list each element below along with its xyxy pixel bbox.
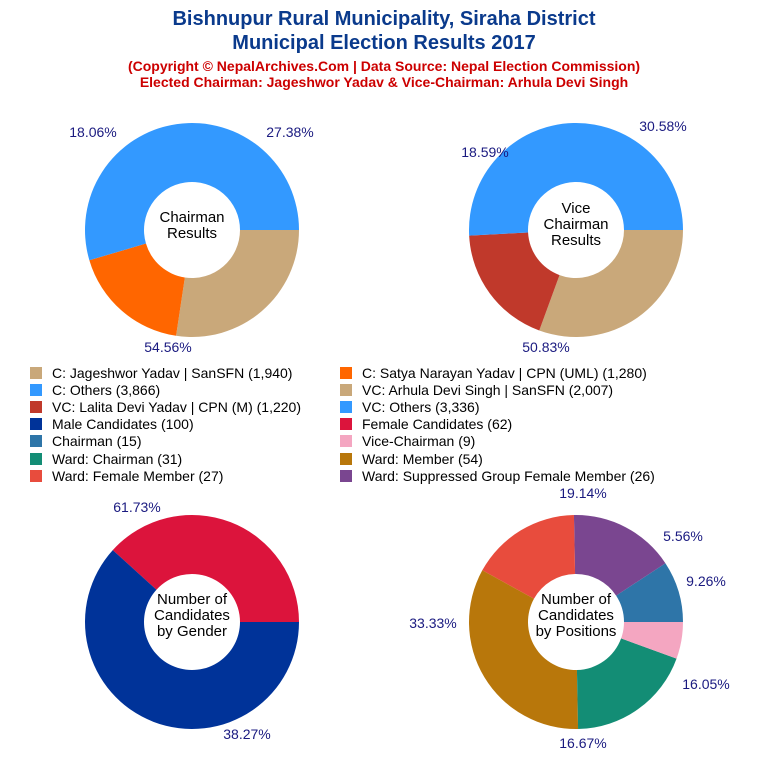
legend-item: VC: Arhula Devi Singh | SanSFN (2,007) [340,381,613,398]
percent-label: 50.83% [522,339,569,355]
legend-label: Ward: Suppressed Group Female Member (26… [362,467,655,484]
slice-vc-arhula-devi-singh-sansfn [539,230,683,337]
legend-label: C: Jageshwor Yadav | SanSFN (1,940) [52,364,293,381]
chart-title-line2: Municipal Election Results 2017 [232,32,536,54]
legend-label: Chairman (15) [52,433,142,450]
donut-center-label: Number of [541,591,612,608]
donut-center-label: Candidates [154,607,230,624]
legend-item: Ward: Chairman (31) [30,450,182,467]
legend-item: Chairman (15) [30,433,141,450]
percent-label: 30.58% [639,118,686,134]
legend-swatch [340,435,352,448]
legend-swatch [30,418,42,431]
legend-label: VC: Others (3,336) [362,398,480,415]
chart-subtitle-elected: Elected Chairman: Jageshwor Yadav & Vice… [139,74,629,90]
slice-ward-female-member [482,515,576,599]
legend-item: C: Others (3,866) [30,381,160,398]
percent-label: 19.14% [559,485,606,501]
slice-c-satya-narayan-yadav-cpn-uml [89,243,185,336]
percent-label: 5.56% [663,528,703,544]
legend-label: Ward: Chairman (31) [52,450,183,467]
legend-label: Vice-Chairman (9) [362,433,476,450]
slice-ward-chairman [576,638,677,729]
legend-swatch [30,469,42,482]
chart-title-line1: Bishnupur Rural Municipality, Siraha Dis… [172,8,596,30]
legend-label: C: Satya Narayan Yadav | CPN (UML) (1,28… [362,364,647,381]
legend-item: Vice-Chairman (9) [340,433,475,450]
legend-label: VC: Arhula Devi Singh | SanSFN (2,007) [362,381,614,398]
donut-center-label: Chairman [543,216,608,233]
legend-swatch [30,400,42,413]
legend-swatch [340,400,352,413]
legend-item: VC: Others (3,336) [340,398,480,415]
legend-label: Ward: Female Member (27) [52,467,224,484]
legend-item: Male Candidates (100) [30,416,194,433]
percent-label: 61.73% [113,499,160,515]
donut-chart-4: 9.26% 16.05% 16.67% 33.33% 19.14% 5.56% Number… [409,485,729,751]
legend-swatch [30,383,42,396]
legend-label: Male Candidates (100) [52,416,194,433]
donut-center-label: Results [551,232,601,249]
slice-chairman [616,563,683,622]
percent-label: 18.06% [69,124,116,140]
legend-item: Ward: Female Member (27) [30,467,223,484]
percent-label: 16.05% [682,676,729,692]
legend-swatch [30,452,42,465]
legend-item: C: Jageshwor Yadav | SanSFN (1,940) [30,364,292,381]
slice-female-candidates [112,515,300,622]
legend-swatch [340,366,352,379]
donut-center-label: Results [167,225,217,242]
slice-c-jageshwor-yadav-sansfn [176,230,299,337]
legend-swatch [30,366,42,379]
legend-item: Female Candidates (62) [340,416,512,433]
percent-label: 38.27% [223,726,270,742]
legend-item: Ward: Suppressed Group Female Member (26… [340,467,655,484]
slice-male-candidates [84,550,299,729]
legend-label: C: Others (3,866) [52,381,161,398]
legend-swatch [340,452,352,465]
legend-label: Ward: Member (54) [362,450,483,467]
legend-swatch [340,418,352,431]
percent-label: 33.33% [409,615,456,631]
donut-center-label: Number of [157,591,228,608]
legend-swatch [340,383,352,396]
legend-item: Ward: Member (54) [340,450,483,467]
slice-vice-chairman [621,622,683,659]
slice-ward-suppressed-group-female-member [573,515,666,596]
percent-label: 16.67% [559,735,606,751]
donut-center-label: by Positions [536,623,617,640]
percent-label: 54.56% [144,339,191,355]
donut-center-label: Candidates [538,607,614,624]
legend-label: VC: Lalita Devi Yadav | CPN (M) (1,220) [52,398,301,415]
percent-label: 27.38% [266,124,313,140]
legend-swatch [340,469,352,482]
donut-center-label: by Gender [157,623,227,640]
donut-center-label: Chairman [159,209,224,226]
percent-label: 18.59% [461,144,508,160]
slice-vc-others [469,122,683,236]
slice-vc-lalita-devi-yadav-cpn-m [469,232,560,331]
slice-ward-member [469,570,579,729]
legend-item: VC: Lalita Devi Yadav | CPN (M) (1,220) [30,398,301,415]
percent-label: 9.26% [686,573,726,589]
legend-label: Female Candidates (62) [362,416,513,433]
donut-center-label: Vice [562,200,591,217]
slice-c-others [84,122,300,261]
legend-swatch [30,435,42,448]
chart-subtitle-source: (Copyright © NepalArchives.Com | Data So… [127,58,641,74]
legend-item: C: Satya Narayan Yadav | CPN (UML) (1,28… [340,364,647,381]
